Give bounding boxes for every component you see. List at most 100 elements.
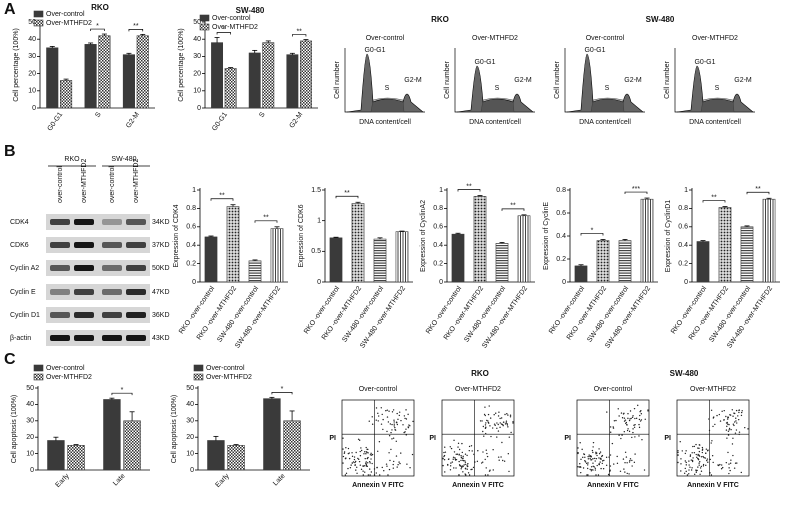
dot — [595, 457, 598, 460]
dot — [620, 412, 623, 414]
dot — [454, 457, 456, 459]
dot — [505, 422, 507, 424]
dot — [587, 464, 589, 466]
dot — [502, 421, 505, 423]
dot — [709, 472, 711, 474]
legend-swatch — [33, 364, 44, 372]
dot — [623, 417, 626, 419]
dot — [457, 442, 460, 445]
plot-frame — [441, 399, 515, 477]
dot — [462, 455, 464, 458]
histogram — [346, 53, 424, 113]
dot — [485, 467, 487, 469]
significance-bracket — [746, 191, 770, 195]
protein-label: CDK4 — [10, 219, 29, 226]
dot — [498, 411, 500, 413]
dot — [407, 413, 409, 416]
dot — [733, 467, 736, 469]
dot — [591, 468, 593, 471]
dot — [644, 418, 646, 420]
significance-label: * — [96, 23, 99, 30]
dot — [504, 413, 506, 416]
dot — [582, 456, 584, 459]
dot — [609, 431, 612, 433]
dot — [396, 412, 398, 415]
dot — [500, 456, 502, 458]
dot — [492, 449, 494, 451]
bar — [286, 54, 299, 109]
dot — [700, 470, 703, 472]
bar — [226, 206, 240, 283]
dot — [453, 467, 455, 469]
dot — [734, 432, 737, 434]
dot — [458, 453, 460, 456]
dot — [387, 474, 389, 476]
dot — [692, 457, 694, 459]
bar — [283, 420, 301, 471]
bar — [351, 203, 365, 283]
dot — [628, 419, 631, 422]
dot — [637, 404, 639, 407]
y-axis-label: Expression of CyclinD1 — [665, 200, 672, 272]
dot — [720, 464, 723, 466]
dot — [489, 417, 492, 419]
dot — [464, 461, 467, 463]
dot — [358, 458, 360, 461]
blot-band — [126, 312, 146, 318]
dot — [407, 426, 409, 428]
blot-band — [126, 265, 146, 271]
dot — [405, 428, 407, 430]
dot — [359, 455, 362, 457]
dot — [692, 445, 694, 448]
blot-band — [102, 312, 122, 318]
dot — [386, 409, 389, 411]
dot — [685, 461, 687, 464]
error-bar — [265, 40, 271, 43]
dot — [738, 433, 740, 436]
x-tick-label: G0-G1 — [211, 111, 229, 132]
dot — [638, 426, 641, 429]
y-tick-label: 20 — [26, 434, 34, 441]
dot — [732, 437, 734, 440]
dot — [489, 469, 491, 471]
y-axis-label: Expression of CyclinE — [543, 202, 550, 270]
y-tick-label: 40 — [186, 401, 194, 408]
dot — [728, 467, 730, 469]
dot — [632, 428, 634, 430]
dot — [592, 451, 594, 454]
significance-bracket — [128, 29, 144, 32]
dot — [702, 463, 705, 466]
dot — [633, 424, 635, 427]
group-title: SW-480 — [646, 15, 675, 24]
dot — [461, 442, 463, 445]
dot — [705, 448, 708, 450]
dot — [619, 470, 622, 472]
y-tick-label: 20 — [193, 70, 201, 77]
dot — [396, 423, 399, 426]
error-bar — [129, 411, 135, 421]
protein-label: CDK6 — [10, 242, 29, 249]
panel-label: A — [4, 1, 16, 18]
dot — [700, 465, 703, 468]
bar — [329, 237, 343, 283]
dot — [508, 470, 510, 473]
dot — [701, 446, 704, 449]
error-bar — [622, 239, 628, 241]
dot — [735, 420, 737, 422]
phase-label: G0-G1 — [474, 59, 495, 66]
dot — [367, 474, 370, 476]
dot — [507, 453, 510, 455]
error-bar — [355, 201, 361, 204]
dot — [348, 457, 351, 460]
y-axis-label: Cell percentage (100%) — [13, 28, 20, 102]
dot — [634, 436, 636, 438]
dot — [377, 450, 379, 452]
dot — [627, 428, 629, 430]
dot — [459, 464, 461, 467]
error-bar — [644, 197, 650, 200]
dot — [360, 447, 362, 449]
phase-label: G2-M — [624, 77, 642, 84]
dot — [404, 417, 406, 420]
dot — [360, 449, 363, 452]
